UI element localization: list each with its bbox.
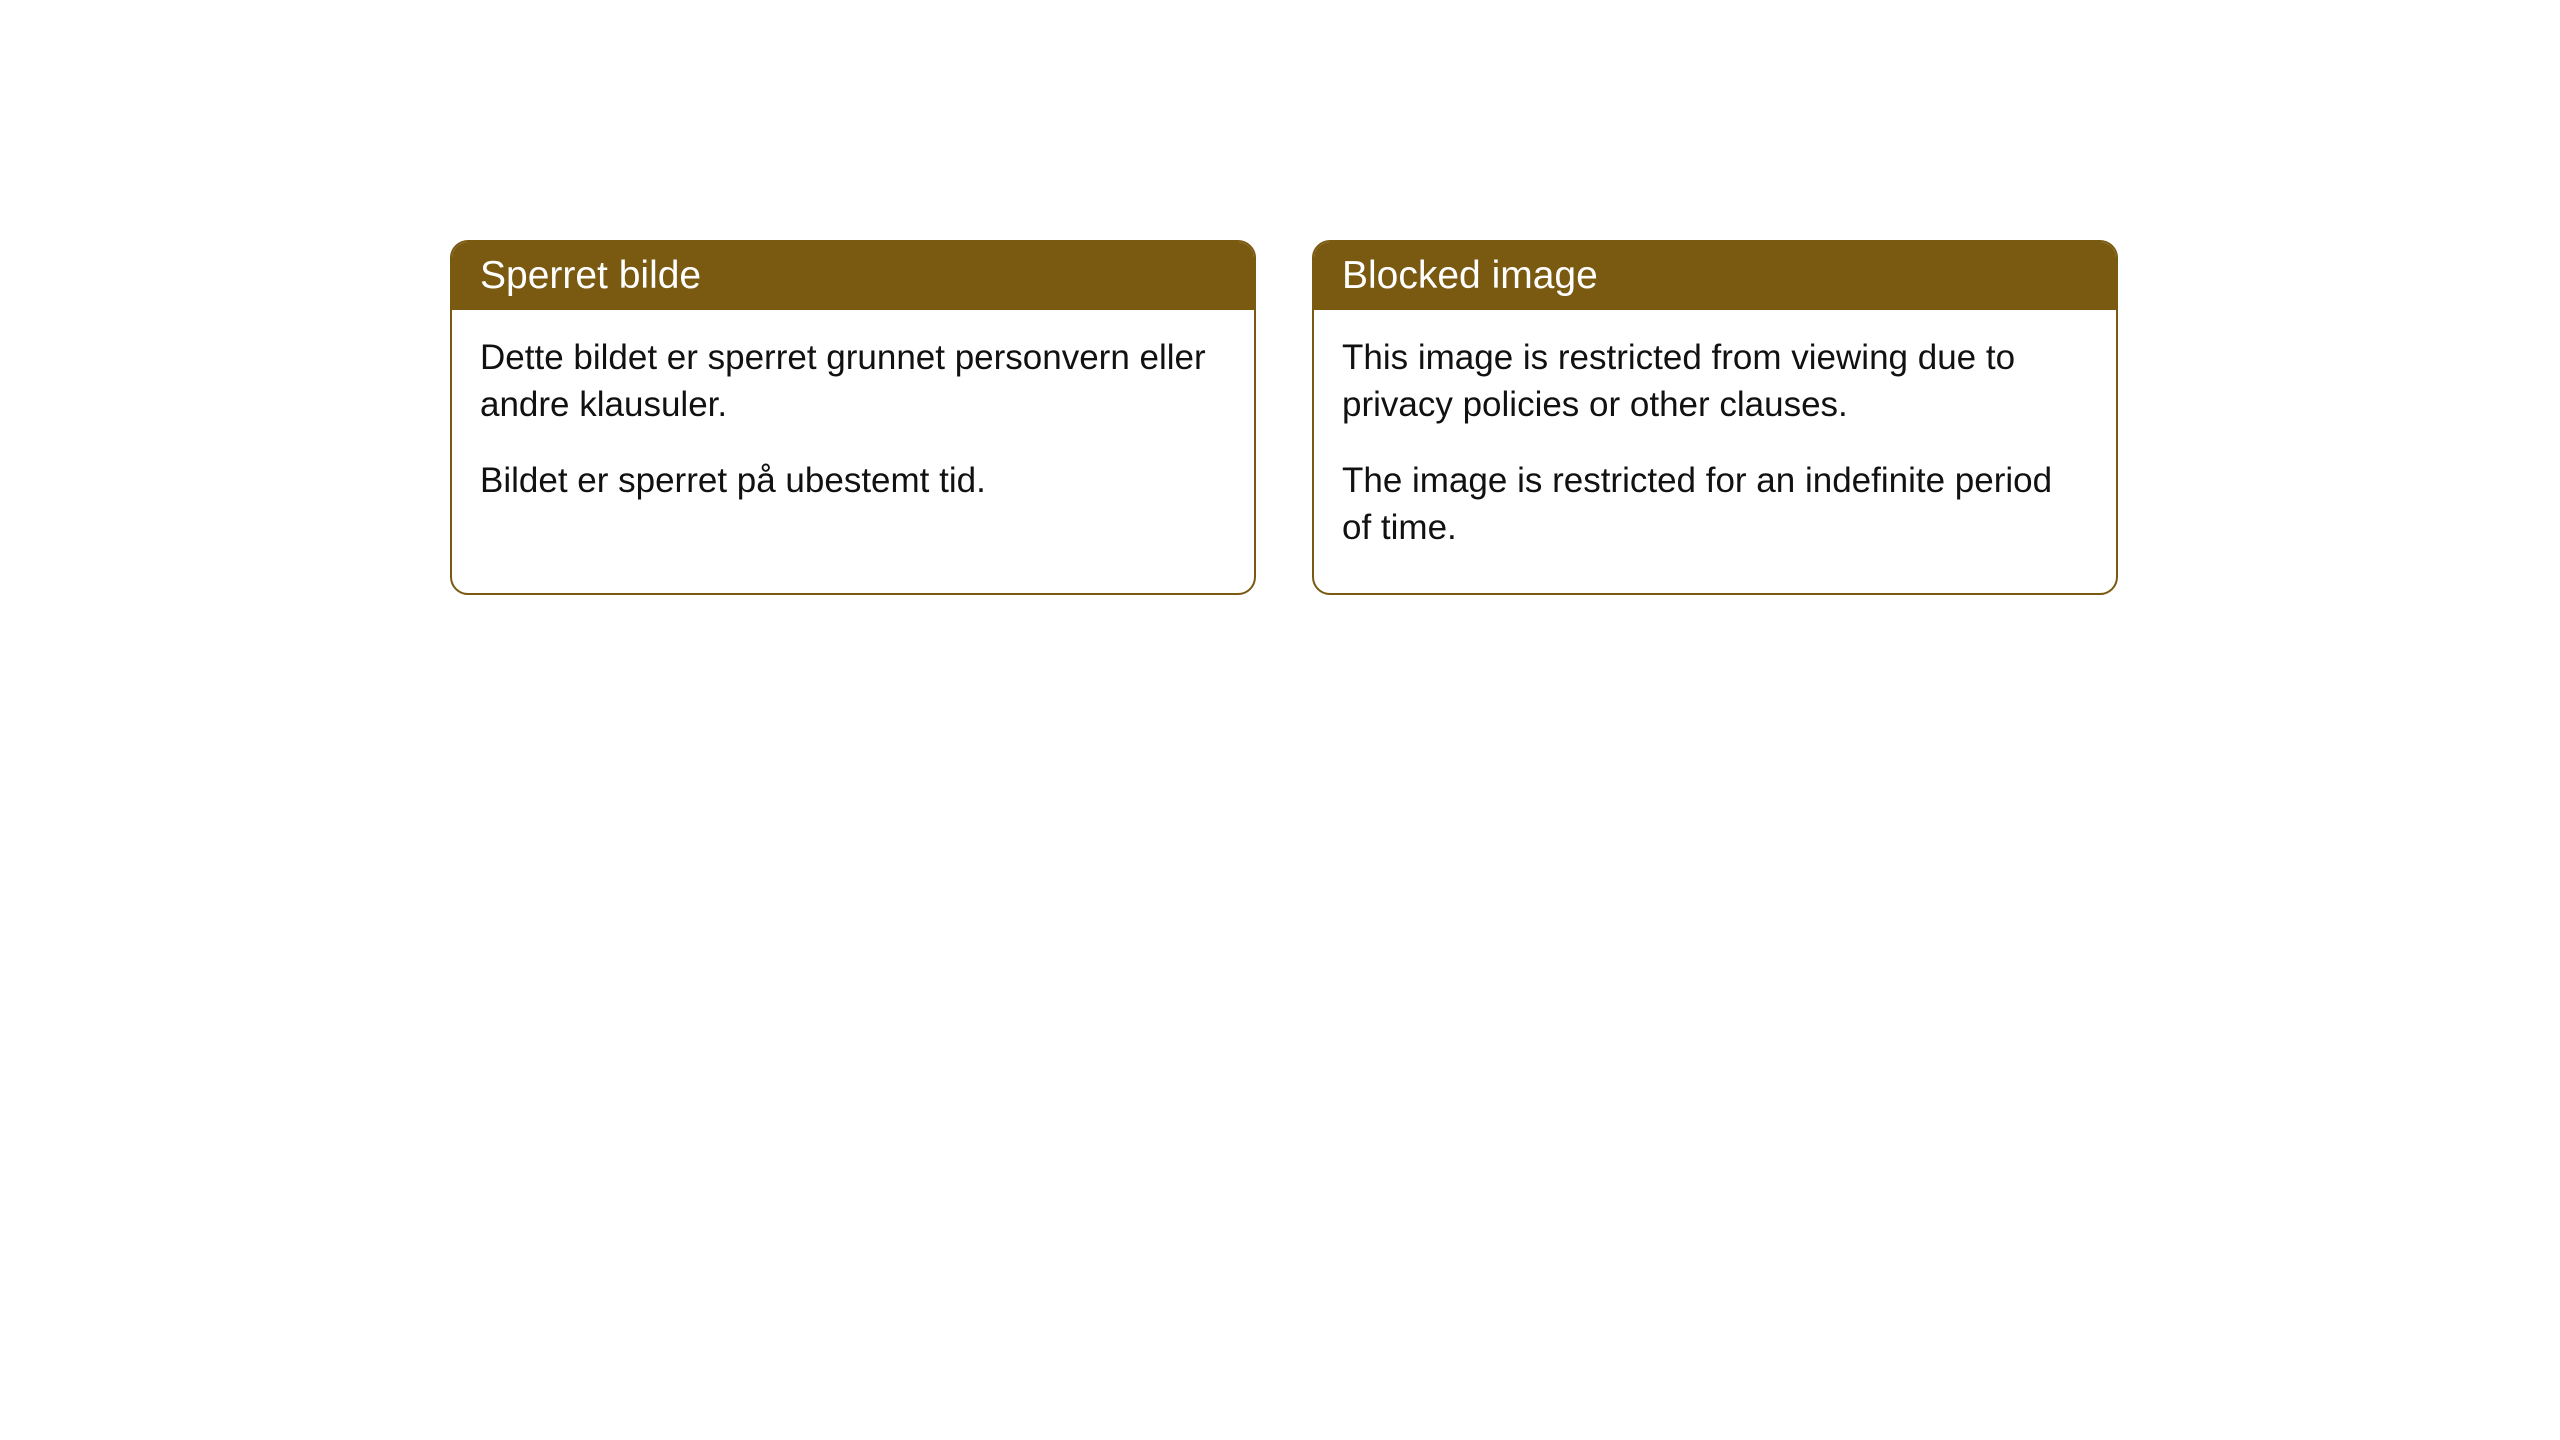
panel-body-english: This image is restricted from viewing du… — [1314, 310, 2116, 593]
panel-english: Blocked image This image is restricted f… — [1312, 240, 2118, 595]
panel-norwegian: Sperret bilde Dette bildet er sperret gr… — [450, 240, 1256, 595]
panels-container: Sperret bilde Dette bildet er sperret gr… — [450, 240, 2560, 595]
panel-paragraph: Dette bildet er sperret grunnet personve… — [480, 334, 1226, 429]
panel-paragraph: Bildet er sperret på ubestemt tid. — [480, 457, 1226, 504]
panel-paragraph: This image is restricted from viewing du… — [1342, 334, 2088, 429]
panel-paragraph: The image is restricted for an indefinit… — [1342, 457, 2088, 552]
panel-body-norwegian: Dette bildet er sperret grunnet personve… — [452, 310, 1254, 546]
panel-header-norwegian: Sperret bilde — [452, 242, 1254, 310]
panel-header-english: Blocked image — [1314, 242, 2116, 310]
